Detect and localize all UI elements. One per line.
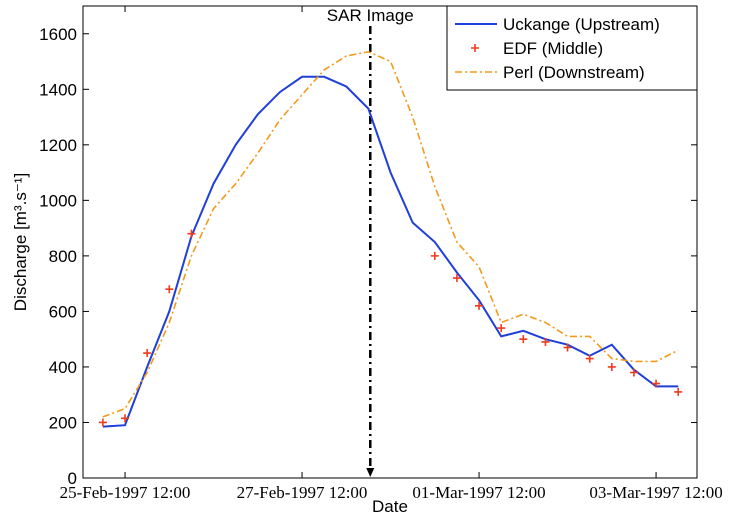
x-tick-label: 25-Feb-1997 12:00: [60, 483, 191, 502]
marker: [629, 368, 638, 377]
legend-label: Perl (Downstream): [503, 63, 645, 82]
legend-marker: [471, 44, 479, 52]
x-tick-label: 03-Mar-1997 12:00: [589, 483, 722, 502]
y-tick-label: 400: [49, 358, 77, 377]
y-tick-label: 1000: [39, 191, 77, 210]
marker: [452, 274, 461, 283]
series-line: [102, 75, 679, 428]
y-tick-label: 600: [49, 302, 77, 321]
annotation-arrow: [366, 468, 375, 477]
marker: [563, 343, 572, 352]
x-tick-label: 01-Mar-1997 12:00: [412, 483, 545, 502]
marker: [585, 354, 594, 363]
marker: [187, 229, 196, 238]
marker: [165, 285, 174, 294]
marker: [652, 379, 661, 388]
marker: [121, 414, 130, 423]
legend-label: Uckange (Upstream): [503, 15, 660, 34]
marker: [541, 337, 550, 346]
marker: [607, 362, 616, 371]
x-axis-label: Date: [372, 497, 408, 516]
marker: [430, 251, 439, 260]
y-axis-label: Discharge [m³.s⁻¹]: [11, 173, 30, 311]
marker: [98, 418, 107, 427]
y-tick-label: 1200: [39, 136, 77, 155]
x-tick-label: 27-Feb-1997 12:00: [237, 483, 368, 502]
marker: [143, 349, 152, 358]
y-tick-label: 1600: [39, 25, 77, 44]
marker: [519, 335, 528, 344]
marker: [475, 301, 484, 310]
y-tick-label: 200: [49, 413, 77, 432]
legend-label: EDF (Middle): [503, 39, 603, 58]
marker: [674, 387, 683, 396]
y-tick-label: 1400: [39, 80, 77, 99]
y-tick-label: 800: [49, 247, 77, 266]
marker: [497, 324, 506, 333]
y-tick-label: 0: [68, 469, 77, 488]
legend-box: [446, 5, 698, 91]
annotation-text: SAR Image: [327, 6, 414, 25]
plot-frame: [82, 5, 698, 479]
